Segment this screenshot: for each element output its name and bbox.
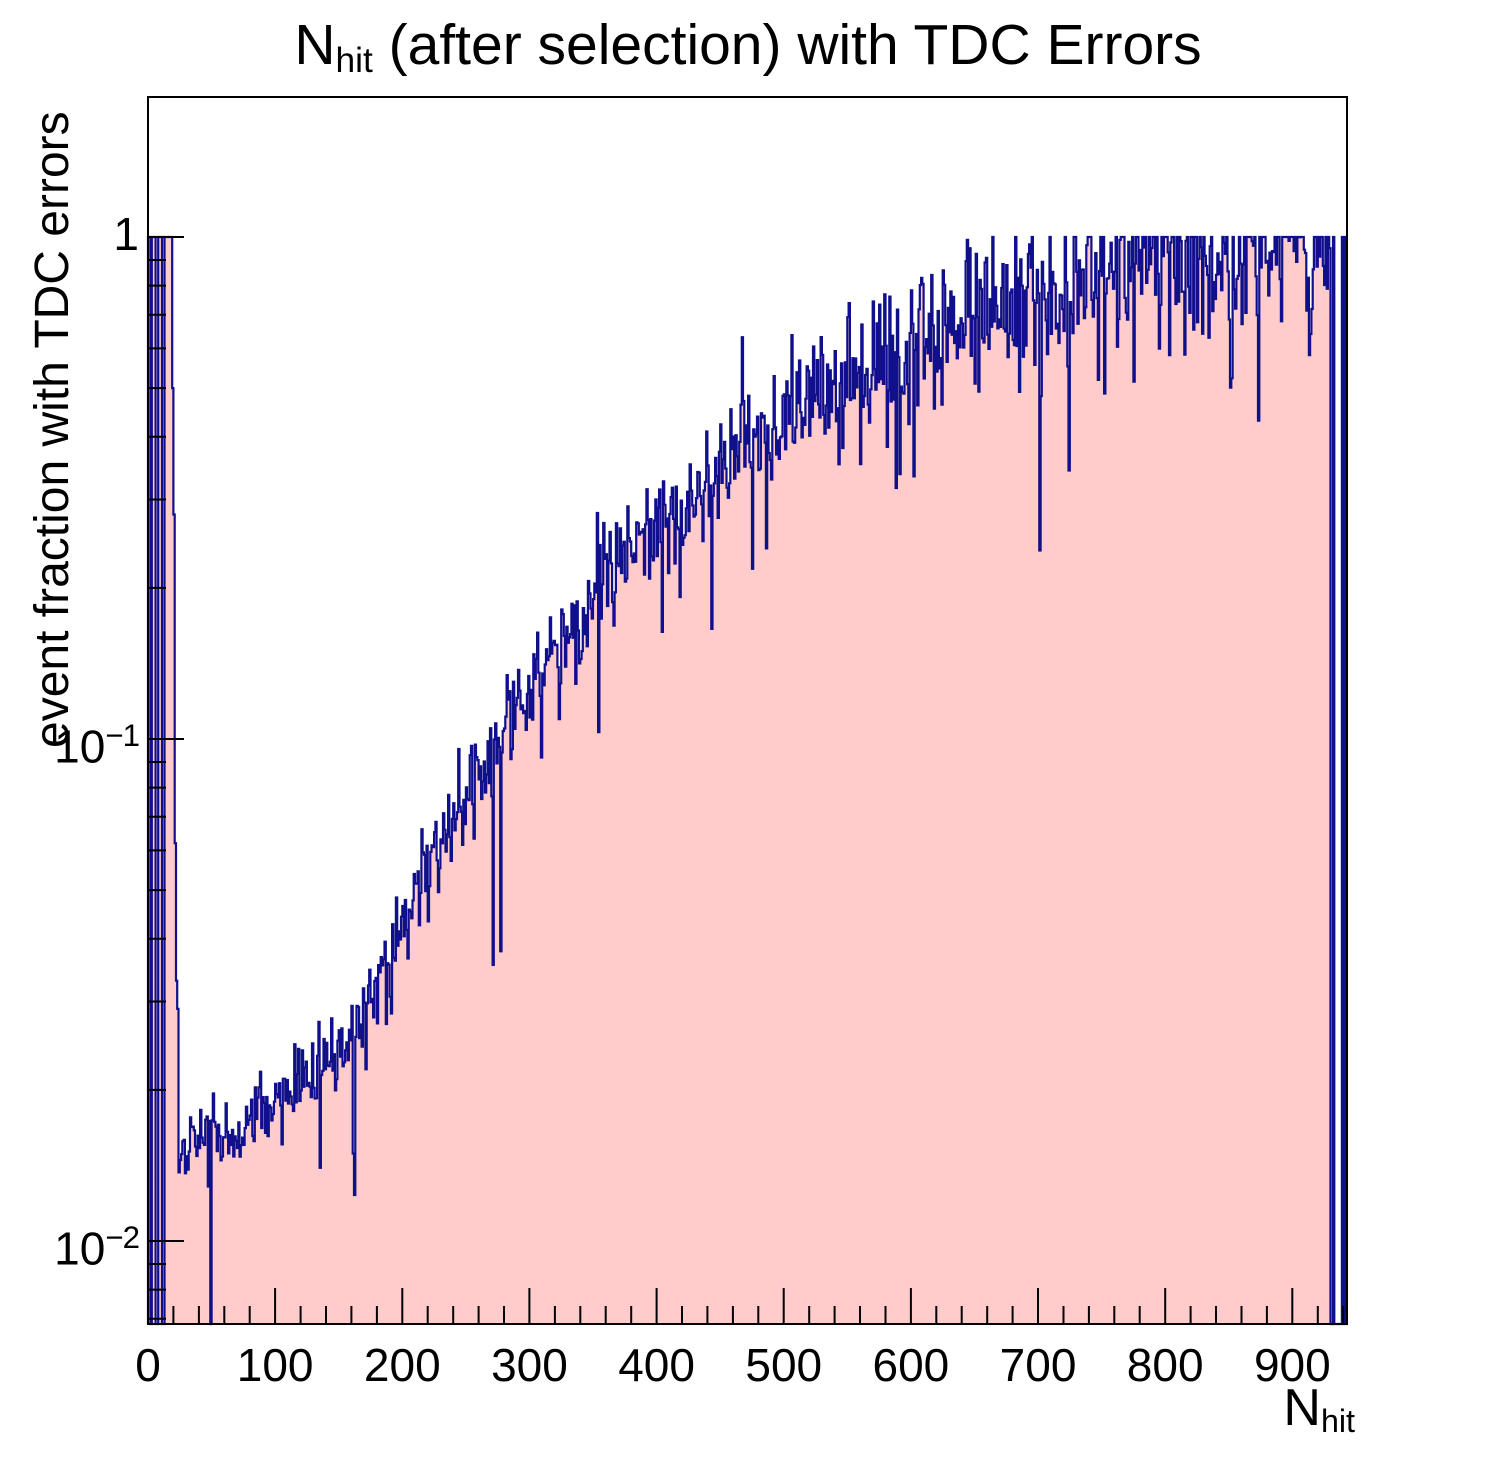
x-tick-label-300: 300 xyxy=(491,1339,568,1391)
x-tick-label-400: 400 xyxy=(618,1339,695,1391)
x-tick-label-500: 500 xyxy=(745,1339,823,1391)
chart-title: Nhit (after selection) with TDC Errors xyxy=(0,12,1496,80)
x-axis-title-subscript: hit xyxy=(1320,1403,1355,1440)
x-axis-title-prefix: N xyxy=(1283,1379,1321,1437)
x-axis-title: Nhit xyxy=(1150,1378,1355,1440)
y-tick-label-10−2: 10−2 xyxy=(54,1220,140,1275)
y-tick-label-10−1: 10−1 xyxy=(54,718,140,773)
histogram-fill xyxy=(148,237,1347,1324)
x-tick-label-800: 800 xyxy=(1126,1339,1204,1391)
chart-title-subscript: hit xyxy=(335,40,373,80)
histogram-outline xyxy=(146,235,1347,1326)
chart-title-rest: (after selection) with TDC Errors xyxy=(372,13,1202,77)
x-tick-label-900: 900 xyxy=(1253,1339,1331,1391)
chart-title-prefix: N xyxy=(294,13,336,77)
y-tick-label-1: 1 xyxy=(113,208,139,260)
x-tick-label-700: 700 xyxy=(999,1339,1077,1391)
x-tick-label-100: 100 xyxy=(236,1339,314,1391)
plot-frame xyxy=(147,96,1348,1325)
x-tick-label-600: 600 xyxy=(872,1339,950,1391)
x-tick-label-0: 0 xyxy=(135,1339,161,1391)
x-tick-label-200: 200 xyxy=(363,1339,441,1391)
